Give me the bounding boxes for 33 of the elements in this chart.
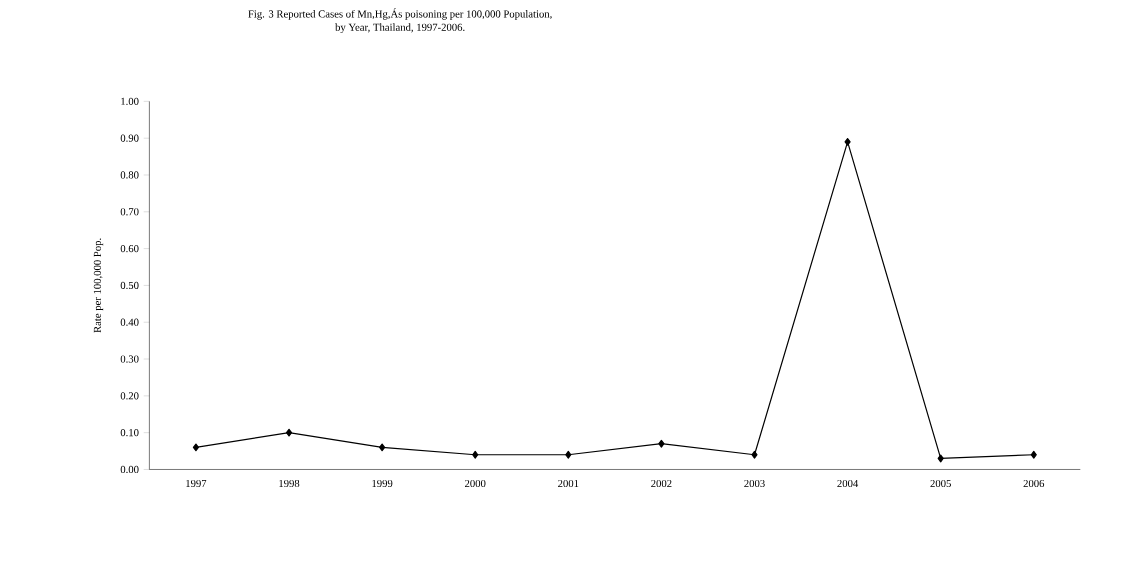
y-tick-label: 0.40 [120, 318, 139, 326]
point [844, 138, 851, 146]
chart-title: Fig. 3 Reported Cases of Mn,Hg,Ás poisoning per 100,000 Population, by Year, Thailand, 1997-2006. [248, 8, 552, 34]
y-tick-label: 1.00 [121, 97, 139, 106]
y-tick-label: 0.90 [120, 134, 139, 142]
point [658, 439, 665, 448]
x-tick-label: 2003 [744, 479, 765, 488]
x-tick-label: 2001 [558, 479, 579, 488]
x-tick-label: 2002 [651, 479, 672, 488]
point [379, 443, 386, 452]
y-tick-label: 0.80 [120, 171, 139, 179]
point [751, 450, 758, 459]
point [472, 450, 479, 459]
y-tick-label: 0.60 [120, 245, 139, 253]
point [285, 428, 293, 437]
point [937, 454, 944, 463]
y-tick-label: 0.00 [120, 465, 139, 474]
point [565, 450, 572, 459]
y-tick-label: 0.50 [120, 281, 139, 290]
y-axis-title: Rate per 100,000 Pop. [93, 238, 104, 333]
y-tick-label: 0.30 [120, 355, 139, 363]
x-tick-label: 2004 [837, 479, 859, 488]
x-tick-label: 2006 [1023, 479, 1045, 488]
y-tick-label: 0.10 [120, 429, 139, 437]
point [192, 443, 200, 452]
x-tick-label: 2000 [465, 479, 486, 488]
y-tick-label: 0.70 [120, 208, 139, 216]
x-tick-label: 2005 [930, 479, 951, 488]
x-tick-label: 1998 [279, 479, 300, 488]
x-tick-label: 1999 [372, 479, 393, 488]
x-tick-label: 1997 [186, 479, 207, 488]
y-tick-label: 0.20 [120, 392, 139, 400]
point [1030, 450, 1037, 459]
